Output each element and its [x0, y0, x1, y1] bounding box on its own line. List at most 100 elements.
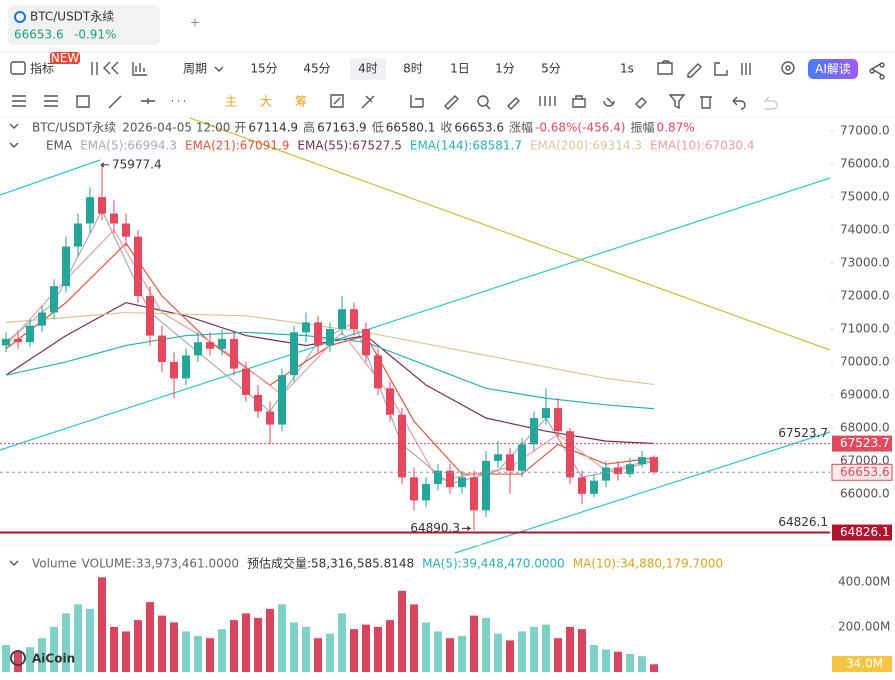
volume-bar [110, 626, 118, 672]
indicators-button[interactable]: 指标 [30, 61, 54, 76]
trend-line[interactable] [189, 117, 831, 351]
volume-bar [134, 620, 142, 672]
interval-button[interactable]: 1日 [450, 62, 470, 76]
info-value: 66580.1 [386, 121, 436, 135]
volume-bar [158, 615, 166, 672]
trend-line[interactable] [0, 159, 101, 196]
chart-tools[interactable] [91, 61, 147, 76]
volume-bar [326, 633, 334, 672]
y-tick-label: 77000.0 [840, 124, 890, 138]
volume-label: VOLUME:33,973,461.0000 [82, 557, 239, 571]
volume-bar [290, 622, 298, 672]
candle-body [482, 460, 490, 511]
volume-bar [350, 629, 358, 672]
toolbar-icons[interactable] [657, 60, 795, 78]
candle-body [326, 329, 334, 346]
candle-body [578, 477, 586, 494]
volume-bar [470, 615, 478, 672]
volume-bar [446, 638, 454, 672]
trend-line[interactable] [0, 177, 831, 451]
interval-button[interactable]: 15分 [250, 62, 277, 76]
volume-bar [314, 638, 322, 672]
candle-body [2, 338, 10, 346]
draw-tool[interactable]: 主 [225, 95, 237, 109]
draw-tool[interactable]: 筹 [295, 95, 307, 109]
ai-button-bg[interactable] [808, 59, 858, 79]
candle-body [314, 322, 322, 346]
info-label: 高 [303, 120, 315, 135]
candle-body [98, 197, 106, 214]
tab-change: -0.91% [74, 28, 116, 42]
interval-button[interactable]: 4时 [358, 62, 378, 76]
add-tab[interactable]: + [190, 16, 200, 30]
volume-bar [578, 629, 586, 672]
collapse-icon[interactable] [9, 123, 19, 129]
redo [763, 96, 778, 110]
indicator-icon[interactable] [10, 61, 26, 75]
candle-body [614, 467, 622, 475]
legend-entry: EMA(144):68581.7 [410, 139, 522, 153]
volume-bar [554, 638, 562, 672]
candle-body [86, 197, 94, 224]
y-tick-label: 73000.0 [840, 256, 890, 270]
volume-bar [278, 604, 286, 672]
draw-tools-left[interactable] [12, 95, 185, 109]
collapse-icon[interactable] [9, 142, 19, 148]
candle-body [26, 325, 34, 343]
volume-bar [254, 617, 262, 672]
candle-body [62, 246, 70, 287]
volume-ma10: MA(10):34,880,179.7000 [573, 557, 723, 571]
info-value: -0.68%(-456.4) [535, 121, 626, 135]
candle-body [74, 223, 82, 247]
volume-bar [422, 622, 430, 672]
last-price-label: 66653.6 [840, 465, 890, 479]
volume-bar [206, 638, 214, 672]
volume-bar [410, 604, 418, 672]
seconds-button[interactable]: 1s [620, 62, 634, 76]
volume-bar [386, 620, 394, 672]
price-tag-label: 67523.7 [840, 436, 890, 450]
candle-body [542, 408, 550, 419]
high-label: 75977.4 [112, 157, 162, 171]
share-icon[interactable] [869, 62, 885, 80]
volume-bar [590, 644, 598, 672]
y-tick-label: 72000.0 [840, 289, 890, 303]
candle-body [146, 296, 154, 336]
volume-bar [614, 651, 622, 672]
price-tag-label: 64826.1 [840, 525, 890, 539]
legend-entry: EMA(55):67527.5 [297, 139, 401, 153]
info-label: 收 [440, 121, 452, 135]
ai-button[interactable]: AI解读 [815, 62, 851, 76]
collapse-icon[interactable] [9, 560, 19, 566]
candle-body [638, 457, 646, 465]
volume-bar [542, 624, 550, 672]
interval-button[interactable]: 1分 [495, 62, 515, 76]
volume-bar [230, 620, 238, 672]
symbol-tab[interactable] [8, 5, 160, 45]
interval-button[interactable]: 8时 [403, 62, 423, 76]
candle-body [158, 335, 166, 362]
y-tick-label: 66000.0 [840, 486, 890, 500]
interval-button[interactable]: 45分 [303, 62, 330, 76]
volume-bar [218, 629, 226, 672]
info-label: 涨幅 [509, 120, 533, 135]
draw-tools-right[interactable] [330, 94, 746, 110]
draw-tool[interactable]: 大 [260, 95, 272, 109]
volume-bar [74, 604, 82, 672]
caret [214, 66, 224, 72]
volume-bar [494, 633, 502, 672]
y-tick-label: 75000.0 [840, 190, 890, 204]
volume-tick-label: 200.00M [838, 619, 890, 633]
volume-ma5: MA(5):39,448,470.0000 [422, 557, 565, 571]
candle-body [422, 483, 430, 501]
price-tag [832, 524, 892, 541]
y-tick-label: 71000.0 [840, 322, 890, 336]
candle-body [518, 444, 526, 471]
price-line-label: 67523.7 [778, 426, 828, 440]
interval-button[interactable]: 5分 [541, 62, 561, 76]
interval-selected [350, 58, 386, 80]
candle-body [374, 355, 382, 389]
tab-price: 66653.6 [14, 28, 64, 42]
volume-bar [2, 644, 10, 672]
period-button[interactable]: 周期 [183, 62, 207, 76]
